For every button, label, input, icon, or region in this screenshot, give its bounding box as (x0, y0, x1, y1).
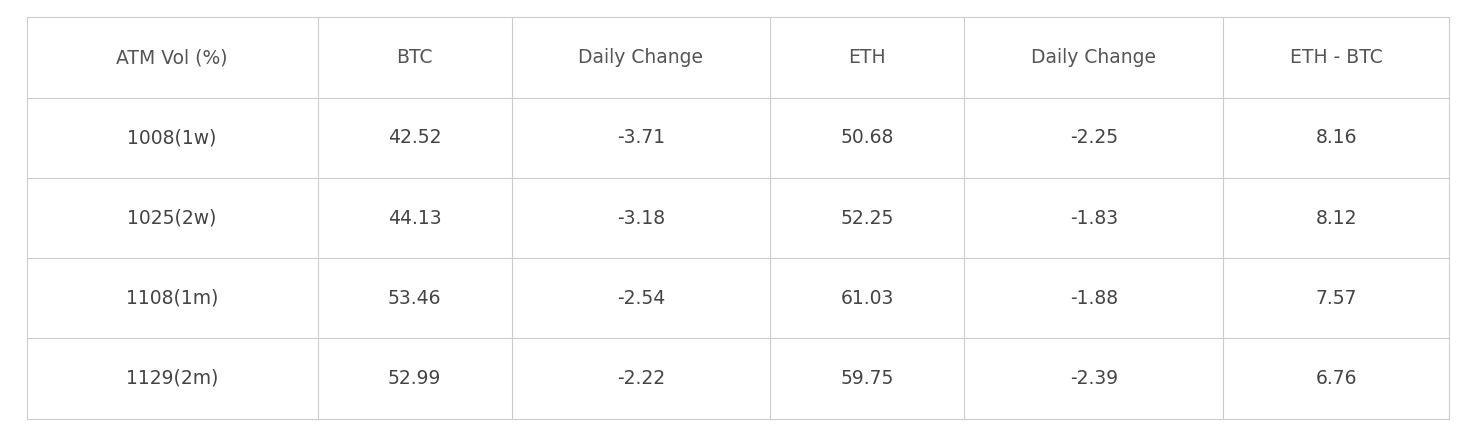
Text: 53.46: 53.46 (388, 289, 441, 308)
Text: -1.88: -1.88 (1070, 289, 1117, 308)
Text: -3.71: -3.71 (617, 128, 666, 147)
Text: BTC: BTC (397, 48, 432, 67)
Text: ATM Vol (%): ATM Vol (%) (117, 48, 227, 67)
Text: -2.54: -2.54 (617, 289, 666, 308)
Text: Daily Change: Daily Change (1032, 48, 1156, 67)
Text: 7.57: 7.57 (1315, 289, 1356, 308)
Text: 61.03: 61.03 (841, 289, 894, 308)
Text: -1.83: -1.83 (1070, 208, 1117, 228)
Text: 1008(1w): 1008(1w) (127, 128, 217, 147)
Text: -2.25: -2.25 (1070, 128, 1117, 147)
Text: 50.68: 50.68 (841, 128, 894, 147)
Text: 52.25: 52.25 (841, 208, 894, 228)
Text: 6.76: 6.76 (1315, 369, 1356, 388)
Text: -2.39: -2.39 (1070, 369, 1117, 388)
Text: 59.75: 59.75 (841, 369, 894, 388)
Text: -2.22: -2.22 (617, 369, 666, 388)
Text: ETH - BTC: ETH - BTC (1290, 48, 1383, 67)
Text: 1129(2m): 1129(2m) (125, 369, 218, 388)
Text: 1108(1m): 1108(1m) (125, 289, 218, 308)
Text: -3.18: -3.18 (617, 208, 666, 228)
Text: Daily Change: Daily Change (579, 48, 704, 67)
Text: 1025(2w): 1025(2w) (127, 208, 217, 228)
Text: ETH: ETH (849, 48, 886, 67)
Text: 8.12: 8.12 (1315, 208, 1356, 228)
Text: 52.99: 52.99 (388, 369, 441, 388)
Text: 44.13: 44.13 (388, 208, 441, 228)
Text: 8.16: 8.16 (1315, 128, 1356, 147)
Text: 42.52: 42.52 (388, 128, 441, 147)
